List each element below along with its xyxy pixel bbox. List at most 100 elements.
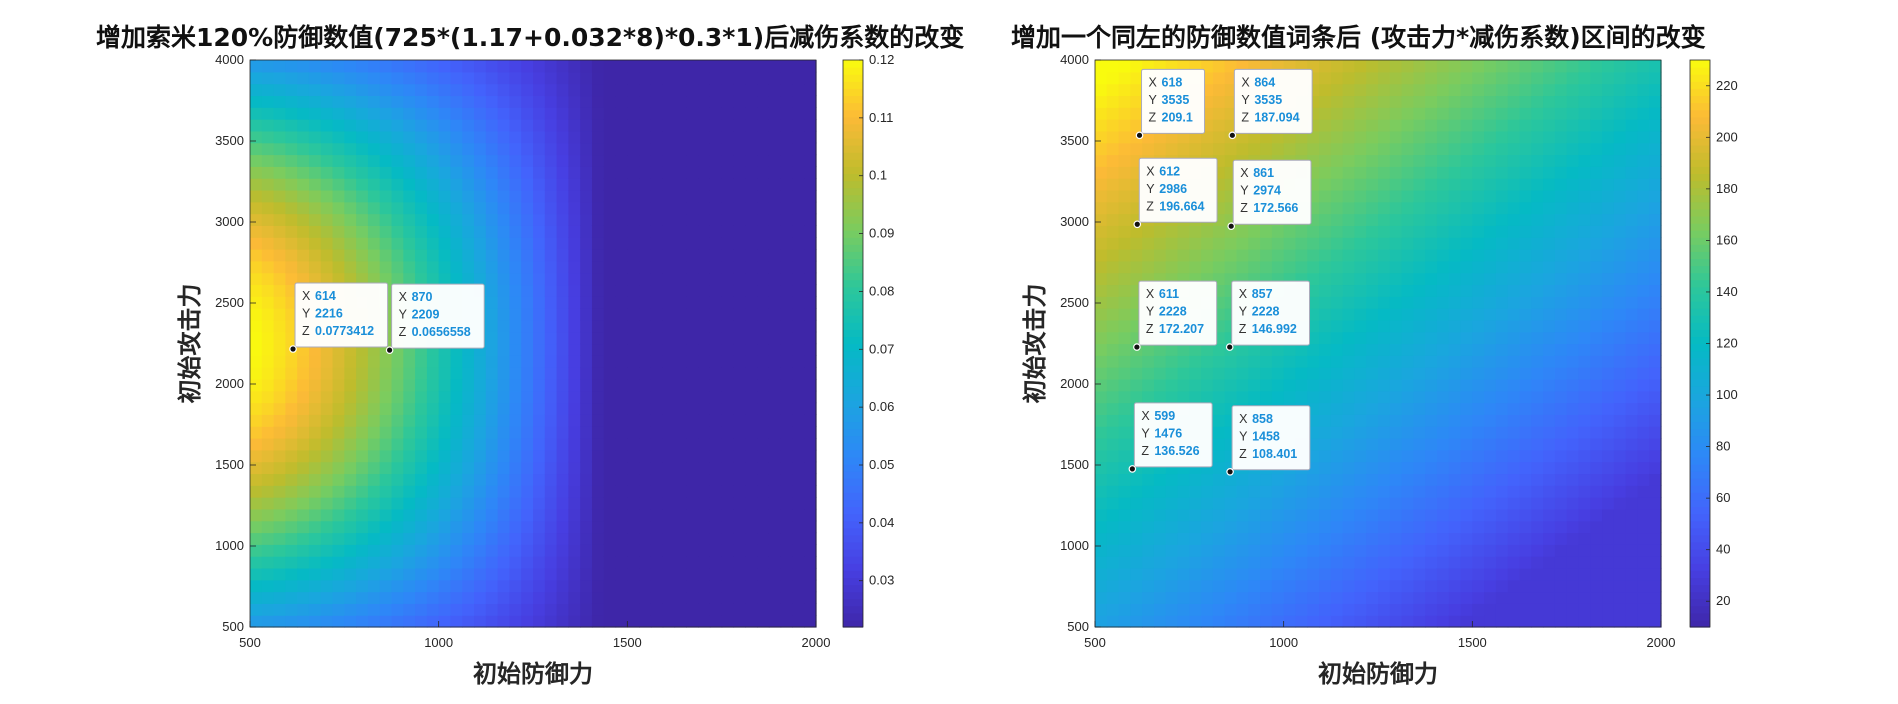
heatmap-cell [285, 272, 298, 286]
heatmap-cell [1271, 591, 1285, 604]
heatmap-cell [615, 426, 628, 439]
heatmap-cell [261, 201, 275, 215]
heatmap-cell [1413, 95, 1426, 108]
heatmap-cell [1378, 308, 1391, 321]
heatmap-cell [745, 473, 758, 486]
heatmap-cell [462, 378, 475, 392]
heatmap-cell [438, 426, 452, 439]
heatmap-cell [285, 178, 298, 191]
heatmap-cell [1519, 284, 1532, 297]
colorbar-segment [1690, 407, 1710, 415]
heatmap-cell [1106, 591, 1120, 604]
heatmap-cell [615, 83, 628, 97]
heatmap-cell [1212, 71, 1226, 85]
heatmap-cell [1436, 473, 1450, 486]
heatmap-cell [768, 343, 782, 356]
heatmap-cell [1649, 249, 1662, 262]
heatmap-cell [426, 426, 440, 439]
heatmap-cell [792, 591, 805, 604]
heatmap-cell [1531, 83, 1544, 97]
heatmap-cell [1472, 390, 1485, 404]
heatmap-cell [1436, 532, 1450, 545]
heatmap-cell [379, 544, 393, 557]
heatmap-cell [1378, 225, 1391, 238]
heatmap-cell [1095, 319, 1108, 333]
heatmap-cell [662, 449, 676, 463]
heatmap-cell [474, 449, 487, 463]
heatmap-cell [768, 426, 782, 439]
heatmap-cell [674, 296, 687, 309]
heatmap-cell [1319, 532, 1332, 545]
heatmap-cell [1554, 508, 1568, 522]
heatmap-cell [780, 154, 794, 167]
heatmap-cell [1330, 426, 1344, 439]
heatmap-cell [709, 107, 723, 120]
heatmap-cell [1495, 249, 1509, 262]
heatmap-cell [1236, 225, 1249, 238]
heatmap-cell [344, 225, 357, 238]
heatmap-cell [1201, 520, 1214, 534]
heatmap-cell [757, 497, 770, 510]
heatmap-cell [367, 567, 381, 581]
heatmap-cell [804, 319, 817, 333]
colorbar-tick-label: 220 [1716, 78, 1738, 93]
heatmap-cell [1566, 426, 1580, 439]
heatmap-cell [1566, 296, 1580, 309]
heatmap-cell [273, 119, 286, 132]
heatmap-cell [1354, 402, 1367, 415]
heatmap-cell [556, 603, 569, 616]
heatmap-cell [1472, 237, 1485, 250]
heatmap-cell [686, 438, 699, 451]
heatmap-cell [627, 485, 640, 498]
heatmap-cell [591, 130, 605, 144]
heatmap-cell [686, 95, 699, 108]
heatmap-cell [261, 390, 275, 404]
heatmap-cell [1401, 119, 1414, 132]
heatmap-cell [1319, 284, 1332, 297]
heatmap-cell [462, 497, 475, 510]
heatmap-cell [698, 284, 711, 297]
heatmap-cell [426, 473, 440, 486]
heatmap-cell [367, 213, 381, 226]
heatmap-cell [556, 201, 569, 215]
heatmap-cell [1495, 615, 1509, 628]
heatmap-cell [450, 438, 463, 451]
heatmap-cell [1378, 567, 1391, 581]
heatmap-cell [1224, 520, 1238, 534]
heatmap-cell [403, 189, 416, 203]
heatmap-cell [1436, 83, 1450, 97]
heatmap-cell [1330, 603, 1344, 616]
heatmap-cell [1531, 544, 1544, 557]
heatmap-cell [627, 603, 640, 616]
heatmap-cell [650, 603, 664, 616]
heatmap-cell [650, 189, 664, 203]
heatmap-cell [709, 461, 723, 475]
heatmap-cell [1271, 142, 1285, 156]
heatmap-cell [780, 331, 794, 345]
heatmap-cell [1283, 579, 1297, 593]
heatmap-cell [1283, 355, 1297, 368]
heatmap-cell [1271, 130, 1285, 144]
heatmap-cell [768, 319, 782, 333]
heatmap-cell [426, 166, 440, 179]
heatmap-cell [379, 189, 393, 203]
heatmap-cell [1177, 343, 1190, 356]
heatmap-cell [757, 367, 770, 380]
heatmap-cell [1460, 142, 1473, 156]
heatmap-cell [603, 331, 617, 345]
heatmap-cell [450, 189, 463, 203]
heatmap-cell [1519, 154, 1532, 167]
heatmap-cell [1342, 142, 1356, 156]
heatmap-cell [780, 556, 794, 569]
heatmap-cell [1602, 284, 1615, 297]
